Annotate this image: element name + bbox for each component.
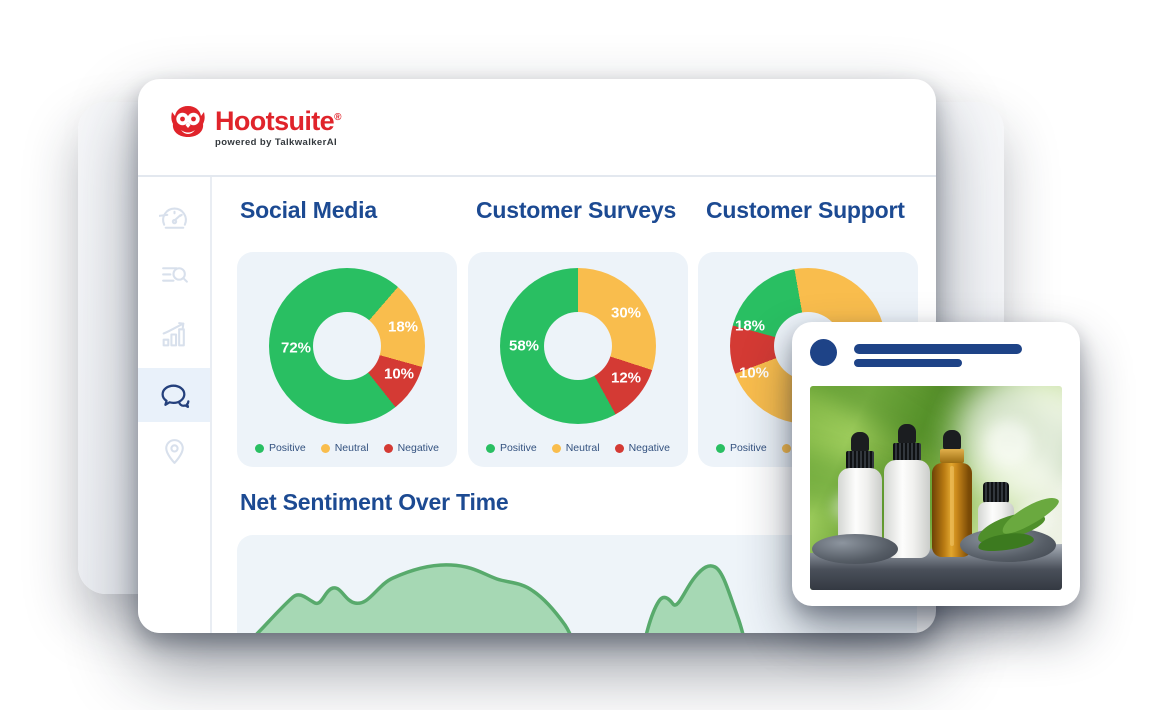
social-media-donut-chart <box>269 268 425 424</box>
sidebar-item-locations[interactable] <box>138 424 210 478</box>
sidebar-nav <box>138 177 212 633</box>
brand-wordmark: Hootsuite® <box>215 106 341 136</box>
net-sentiment-area-chart <box>255 563 745 633</box>
legend-positive: Positive <box>268 442 306 454</box>
negative-dot <box>383 443 393 453</box>
hootsuite-logo: Hootsuite® powered by TalkwalkerAI <box>168 103 341 148</box>
post-text-placeholder-line-2 <box>854 359 962 367</box>
pebble <box>812 534 898 564</box>
chart-legend: Positive Neutral Negative <box>237 442 457 454</box>
slice-label-negative: 12% <box>610 369 642 387</box>
list-search-icon <box>161 266 188 283</box>
slice-label-positive: 58% <box>508 337 540 355</box>
sidebar-item-dashboard[interactable] <box>138 192 210 246</box>
slice-label-neutral: 30% <box>610 304 642 322</box>
section-title-net-sentiment: Net Sentiment Over Time <box>240 489 509 515</box>
legend-negative: Negative <box>397 442 440 454</box>
legend-positive: Positive <box>499 442 537 454</box>
section-title-social-media: Social Media <box>240 197 377 223</box>
post-text-placeholder-line-1 <box>854 344 1022 354</box>
slice-label-positive: 18% <box>734 317 766 335</box>
registered-mark: ® <box>334 112 341 123</box>
chat-bubbles-icon <box>160 384 189 408</box>
positive-dot <box>485 443 495 453</box>
slice-label-positive: 72% <box>280 339 312 357</box>
slice-label-negative: 10% <box>738 364 770 382</box>
customer-surveys-sentiment-card: 58% 30% 12% Positive Neutral Negative <box>468 252 688 467</box>
social-media-sentiment-card: 72% 18% 10% Positive Neutral Negative <box>237 252 457 467</box>
neutral-dot <box>551 443 561 453</box>
legend-positive: Positive <box>729 442 767 454</box>
chart-legend: Positive Neutral Negative <box>468 442 688 454</box>
hootsuite-owl-icon <box>171 106 205 137</box>
sidebar-item-conversations[interactable] <box>138 368 210 422</box>
post-avatar <box>810 339 837 366</box>
slice-label-negative: 10% <box>383 365 415 383</box>
trend-chart-icon <box>162 321 185 346</box>
sidebar-item-analytics[interactable] <box>138 307 210 361</box>
section-title-customer-support: Customer Support <box>706 197 905 223</box>
slice-label-neutral: 18% <box>387 318 419 336</box>
white-dropper-bottle <box>836 432 884 558</box>
positive-dot <box>715 443 725 453</box>
gauge-icon <box>158 207 187 229</box>
legend-neutral: Neutral <box>334 442 369 454</box>
sidebar-item-search[interactable] <box>138 248 210 302</box>
neutral-dot <box>781 443 791 453</box>
legend-negative: Negative <box>628 442 671 454</box>
map-pin-icon <box>164 438 184 464</box>
customer-surveys-donut-chart <box>500 268 656 424</box>
legend-neutral: Neutral <box>565 442 600 454</box>
neutral-dot <box>320 443 330 453</box>
brand-tagline: powered by TalkwalkerAI <box>215 137 338 148</box>
bokeh-highlight <box>986 420 1032 466</box>
header-divider <box>138 175 936 177</box>
section-title-customer-surveys: Customer Surveys <box>476 197 677 223</box>
social-post-card <box>792 322 1080 606</box>
post-image <box>810 386 1062 590</box>
negative-dot <box>614 443 624 453</box>
dashboard-header: Hootsuite® powered by TalkwalkerAI <box>138 79 936 175</box>
positive-dot <box>254 443 264 453</box>
